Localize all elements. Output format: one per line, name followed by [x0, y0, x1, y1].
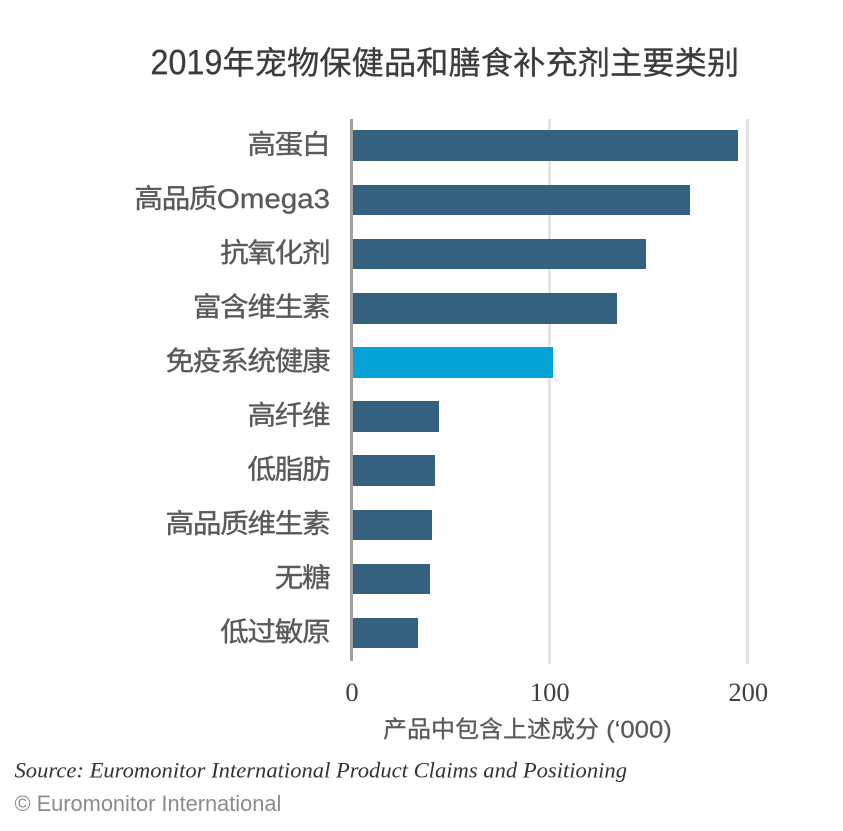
- svg-text:© Euromonitor International: © Euromonitor International: [15, 791, 282, 816]
- svg-text:Source: Euromonitor Internatio: Source: Euromonitor International Produc…: [15, 758, 628, 783]
- svg-text:100: 100: [530, 677, 570, 707]
- svg-text:200: 200: [728, 677, 768, 707]
- svg-text:0: 0: [345, 677, 358, 707]
